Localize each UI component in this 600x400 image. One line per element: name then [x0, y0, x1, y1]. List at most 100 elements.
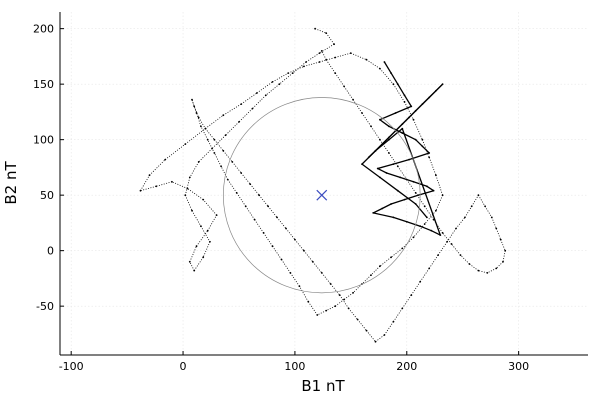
trace-segment	[401, 110, 417, 125]
trace-segment	[393, 216, 408, 223]
trace-segment	[422, 139, 430, 158]
y-axis-label: B2 nT	[2, 161, 20, 205]
trace-segment	[413, 119, 423, 140]
trace-segment	[366, 330, 376, 342]
trace-segment	[321, 272, 332, 285]
x-axis-label: B1 nT	[301, 377, 345, 395]
trace-segment	[491, 217, 497, 229]
trace-segment	[214, 139, 224, 152]
trace-segment	[326, 305, 336, 311]
y-tick-label: 50	[40, 189, 54, 202]
trace-segment	[205, 114, 224, 129]
trace-segment	[140, 174, 150, 191]
trace-segment	[140, 185, 157, 192]
trace-segment	[276, 217, 287, 229]
trace-segment	[307, 301, 318, 316]
trace-segment	[496, 261, 504, 269]
trace-segment	[223, 103, 242, 116]
trace-segment	[410, 281, 421, 296]
trace-segment	[502, 250, 506, 262]
trace-segment	[334, 72, 345, 87]
trace-segment	[191, 210, 202, 227]
trace-segment	[413, 181, 428, 187]
x-tick-label: 100	[284, 360, 305, 373]
trace-segment	[393, 158, 410, 165]
trace-segment	[397, 190, 417, 205]
trace-segment	[435, 175, 443, 196]
grid	[60, 12, 588, 355]
trace-segment	[424, 206, 434, 220]
trace-segment	[267, 206, 278, 218]
trace-segment	[263, 232, 273, 247]
trace-segment	[317, 310, 327, 316]
y-tick-label: 200	[33, 23, 54, 36]
trace-segment	[421, 145, 430, 154]
trace-segment	[236, 192, 247, 207]
trace-segment	[240, 172, 251, 185]
trace-segment	[386, 172, 401, 179]
trace-segment	[379, 176, 399, 192]
trace-segment	[390, 248, 403, 258]
trace-segment	[455, 217, 466, 229]
trace-segment	[207, 139, 215, 154]
trace-segment	[395, 105, 412, 114]
trace-segment	[202, 199, 217, 216]
trace-segment	[214, 152, 222, 167]
trace-segment	[200, 126, 209, 140]
trace-segment	[372, 207, 383, 214]
trace-segment	[352, 99, 363, 114]
y-tick-label: 100	[33, 134, 54, 147]
x-tick-label: 300	[508, 360, 529, 373]
trace-segment	[185, 128, 206, 145]
y-tick-label: 150	[33, 78, 54, 91]
trace-segment	[265, 83, 280, 96]
trace-segment	[361, 150, 376, 165]
trace-segment	[312, 261, 323, 274]
trace-segment	[330, 283, 341, 296]
trace-segment	[384, 321, 394, 336]
trace-segment	[279, 72, 293, 85]
trace-segment	[460, 254, 470, 265]
trace-segment	[390, 198, 405, 205]
trace-segment	[393, 308, 403, 322]
trace-segment	[305, 52, 320, 63]
trace-segment	[478, 194, 486, 207]
trace-segment	[227, 179, 238, 194]
trace-segment	[379, 68, 394, 85]
trace-segment	[189, 161, 200, 178]
trace-segment	[464, 206, 473, 218]
trace-segment	[202, 241, 211, 258]
reference-circle	[222, 97, 421, 294]
trace-segment	[164, 143, 186, 160]
trace-segment	[285, 228, 296, 240]
trace-segment	[406, 179, 417, 194]
trace-segment	[406, 221, 421, 227]
trace-segment	[379, 256, 392, 267]
trace-segment	[196, 230, 209, 247]
trace-segment	[377, 163, 394, 170]
trace-segment	[254, 219, 264, 234]
trace-segment	[484, 206, 493, 218]
trace-segment	[383, 61, 392, 74]
trace-segment	[184, 195, 193, 211]
trace-segment	[193, 257, 204, 271]
trace-segment	[325, 59, 336, 74]
trace-segment	[377, 167, 387, 174]
series-dotted-trace	[139, 27, 507, 343]
trace-segment	[200, 226, 211, 242]
trace-segment	[187, 188, 204, 200]
trace-segment	[478, 270, 488, 274]
trace-segment	[149, 159, 166, 176]
trace-segment	[379, 139, 390, 154]
series-dense-cluster	[361, 61, 444, 237]
trace-segment	[339, 294, 349, 309]
trace-segment	[413, 223, 426, 238]
trace-segment	[401, 128, 441, 236]
trace-segment	[388, 152, 399, 167]
trace-segment	[325, 32, 335, 45]
center-marker	[316, 189, 328, 201]
trace-segment	[370, 126, 381, 140]
trace-segment	[375, 136, 390, 152]
trace-segment	[189, 261, 195, 271]
trace-segment	[343, 86, 354, 100]
